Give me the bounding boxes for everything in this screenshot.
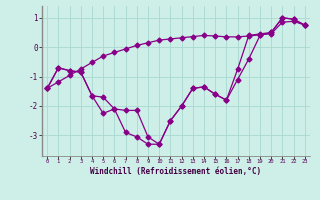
- X-axis label: Windchill (Refroidissement éolien,°C): Windchill (Refroidissement éolien,°C): [91, 167, 261, 176]
